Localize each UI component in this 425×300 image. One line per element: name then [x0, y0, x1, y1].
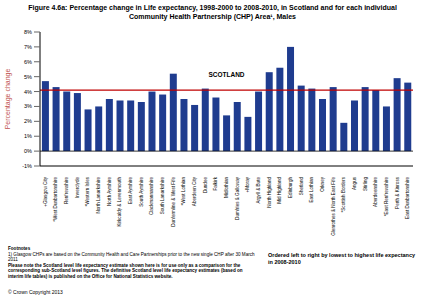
svg-text:North Lanarkshire: North Lanarkshire: [96, 177, 101, 214]
svg-text:Percentage change: Percentage change: [8, 69, 12, 130]
svg-text:7%: 7%: [24, 44, 32, 50]
svg-text:1%: 1%: [24, 133, 32, 139]
svg-text:East Ayrshire: East Ayrshire: [128, 177, 133, 204]
svg-text:East Dunbartonshire: East Dunbartonshire: [405, 177, 410, 219]
svg-text:*Western Isles: *Western Isles: [85, 176, 90, 206]
svg-text:Aberdeen City: Aberdeen City: [192, 176, 197, 206]
svg-text:Shetland: Shetland: [299, 177, 304, 196]
svg-text:2%: 2%: [24, 118, 32, 124]
svg-text:Stirling: Stirling: [363, 177, 368, 191]
svg-text:*Scottish Borders: *Scottish Borders: [341, 176, 346, 212]
html-text:© Crown Copyright 2013: © Crown Copyright 2013: [8, 289, 63, 295]
svg-text:6%: 6%: [24, 59, 32, 65]
svg-text:North Highland: North Highland: [267, 177, 272, 208]
svg-text:Orkney: Orkney: [320, 176, 325, 192]
svg-text:South Lanarkshire: South Lanarkshire: [160, 177, 165, 215]
svg-text:*West Dunbartonshire: *West Dunbartonshire: [53, 177, 58, 222]
svg-text:4%: 4%: [24, 89, 32, 95]
svg-text:5%: 5%: [24, 74, 32, 80]
svg-text:*West Lothian: *West Lothian: [181, 177, 186, 206]
svg-text:Dumfries & Galloway: Dumfries & Galloway: [235, 176, 240, 220]
svg-text:Aberdeenshire: Aberdeenshire: [373, 177, 378, 207]
svg-text:Dunfermline & West Fife: Dunfermline & West Fife: [171, 177, 176, 227]
svg-text:Kirkcaldy & Levenmouth: Kirkcaldy & Levenmouth: [117, 177, 122, 227]
svg-text:Falkirk: Falkirk: [213, 176, 218, 190]
svg-text:Dundee: Dundee: [203, 177, 208, 194]
html-text:Ordered left to right by lowes: Ordered left to right by lowest to highe…: [268, 252, 415, 265]
html-text:Figure 4.6a: Percentage change: Figure 4.6a: Percentage change in Life e…: [28, 4, 397, 20]
svg-text:Argyll & Bute: Argyll & Bute: [256, 177, 261, 204]
svg-text:South Ayrshire: South Ayrshire: [139, 177, 144, 207]
svg-text:Mid Highland: Mid Highland: [277, 177, 282, 204]
svg-text:Midlothian: Midlothian: [224, 177, 229, 198]
svg-text:*East Renfrewshire: *East Renfrewshire: [384, 177, 389, 217]
svg-text:Clackmannanshire: Clackmannanshire: [149, 177, 154, 215]
svg-text:0%: 0%: [24, 148, 32, 154]
svg-text:8%: 8%: [24, 29, 32, 35]
svg-text:-1%: -1%: [22, 163, 32, 169]
svg-text:Edinburgh: Edinburgh: [288, 177, 293, 198]
svg-text:Angus: Angus: [352, 176, 357, 190]
svg-text:3%: 3%: [24, 103, 32, 109]
svg-text:SCOTLAND: SCOTLAND: [208, 71, 244, 78]
svg-text:+Glasgow City: +Glasgow City: [43, 176, 48, 206]
svg-text:Perth & Kinross: Perth & Kinross: [395, 176, 400, 209]
svg-text:East Lothian: East Lothian: [309, 177, 314, 203]
html-text:1) Glasgow CHPs are based on t: 1) Glasgow CHPs are based on the Communi…: [8, 251, 255, 263]
svg-text:+Moray: +Moray: [245, 176, 250, 192]
svg-text:Glenrothes & North East Fife: Glenrothes & North East Fife: [331, 177, 336, 236]
svg-text:North Ayrshire: North Ayrshire: [107, 177, 112, 206]
html-text:Please note the Scotland level: Please note the Scotland level life expe…: [8, 262, 243, 279]
html-text:Footnotes: Footnotes: [8, 246, 31, 251]
svg-text:Renfrewshire: Renfrewshire: [64, 177, 69, 205]
svg-text:Inverclyde: Inverclyde: [75, 177, 80, 198]
